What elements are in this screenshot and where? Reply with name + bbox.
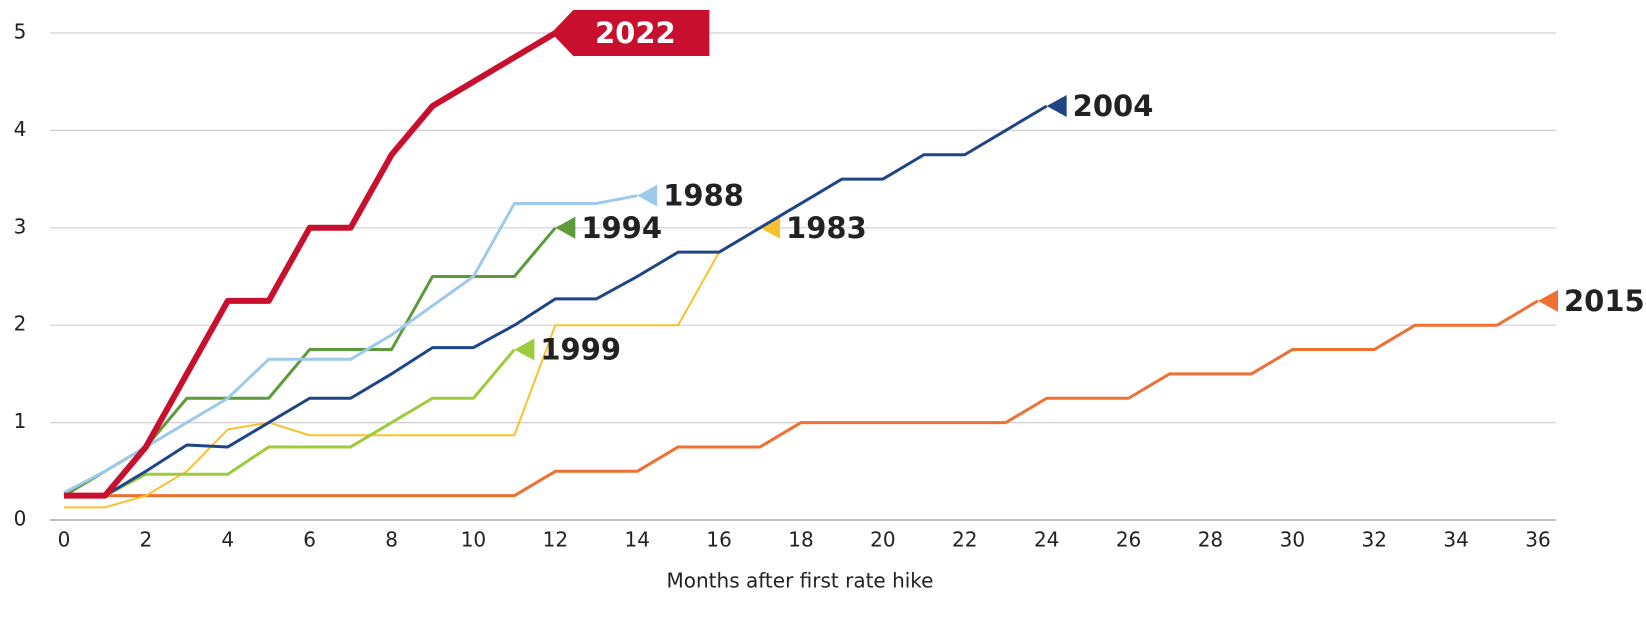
x-tick-label: 20 [870,528,895,552]
end-marker [514,338,535,361]
x-tick-label: 6 [303,528,316,552]
series-label: 2004 [1073,89,1154,123]
y-tick-label: 0 [14,507,27,531]
x-tick-label: 28 [1198,528,1223,552]
end-marker [1046,95,1067,118]
x-tick-label: 10 [461,528,486,552]
y-tick-label: 1 [14,409,27,433]
y-tick-label: 2 [14,312,27,336]
x-tick-label: 36 [1525,528,1550,552]
end-marker [760,216,781,239]
y-tick-label: 3 [14,214,27,238]
y-tick-label: 4 [14,117,27,141]
x-tick-label: 12 [543,528,568,552]
x-tick-label: 14 [624,528,649,552]
x-tick-label: 34 [1443,528,1468,552]
series-line [64,104,1048,498]
series-label: 2015 [1564,284,1645,318]
end-marker [1538,289,1558,312]
series-line [64,348,516,498]
series-label: 1983 [786,211,867,245]
series-line [64,30,557,499]
y-tick-label: 5 [14,20,27,44]
series-label: 1988 [663,179,744,213]
x-tick-label: 26 [1116,528,1141,552]
series-label: 1994 [581,211,662,245]
x-axis-label: Months after first rate hike [667,569,934,593]
x-tick-label: 8 [385,528,398,552]
end-marker [555,216,576,239]
x-tick-label: 18 [788,528,813,552]
label-box [551,10,710,56]
series-label: 1999 [540,333,621,367]
series-line [64,226,761,509]
x-tick-label: 4 [221,528,234,552]
series-line [64,299,1539,498]
x-tick-label: 24 [1034,528,1059,552]
x-tick-label: 30 [1280,528,1305,552]
x-tick-label: 22 [952,528,977,552]
x-tick-label: 32 [1361,528,1386,552]
x-tick-label: 16 [706,528,731,552]
end-marker [637,184,658,207]
series-line [63,194,638,495]
x-tick-label: 2 [140,528,153,552]
series-label: 2022 [595,16,676,50]
x-tick-label: 0 [58,528,71,552]
